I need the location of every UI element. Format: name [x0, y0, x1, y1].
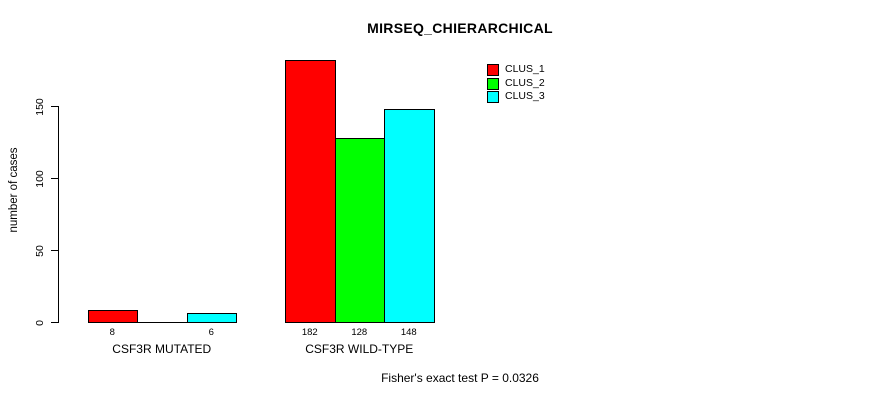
bar-clus_3-group2 [384, 109, 435, 323]
y-axis-line [58, 106, 59, 323]
bar-value-label: 6 [208, 327, 214, 338]
bar-value-label: 148 [400, 327, 417, 338]
bar-value-label: 8 [109, 327, 115, 338]
bar-clus_1-group2 [285, 60, 336, 323]
bar-clus_2-group1-zero [137, 322, 188, 323]
chart-title: MIRSEQ_CHIERARCHICAL [367, 20, 553, 36]
legend-item-clus3: CLUS_3 [487, 90, 545, 104]
y-tick-mark [51, 106, 58, 107]
bar-value-label: 128 [351, 327, 368, 338]
bar-clus_2-group2 [334, 138, 385, 323]
y-tick-label: 100 [34, 169, 46, 188]
legend-swatch-clus3-icon [487, 91, 499, 104]
x-group-label: CSF3R MUTATED [112, 342, 212, 356]
stat-annotation: Fisher's exact test P = 0.0326 [381, 371, 539, 385]
y-tick-label: 50 [34, 244, 46, 257]
legend-swatch-clus1-icon [487, 63, 499, 76]
bar-clus_3-group1 [186, 313, 237, 323]
y-tick-mark [51, 322, 58, 323]
y-tick-mark [51, 250, 58, 251]
legend-item-clus1: CLUS_1 [487, 63, 545, 77]
bar-value-label: 182 [301, 327, 318, 338]
y-tick-mark [51, 178, 58, 179]
legend: CLUS_1 CLUS_2 CLUS_3 [487, 63, 545, 104]
legend-swatch-clus2-icon [487, 77, 499, 90]
x-group-label: CSF3R WILD-TYPE [305, 342, 414, 356]
bar-clus_1-group1 [87, 310, 138, 323]
legend-label-clus1: CLUS_1 [505, 63, 545, 75]
legend-label-clus2: CLUS_2 [505, 76, 545, 89]
y-tick-label: 0 [34, 319, 46, 326]
y-tick-label: 150 [34, 97, 46, 116]
legend-label-clus3: CLUS_3 [505, 90, 545, 103]
legend-item-clus2: CLUS_2 [487, 77, 545, 91]
